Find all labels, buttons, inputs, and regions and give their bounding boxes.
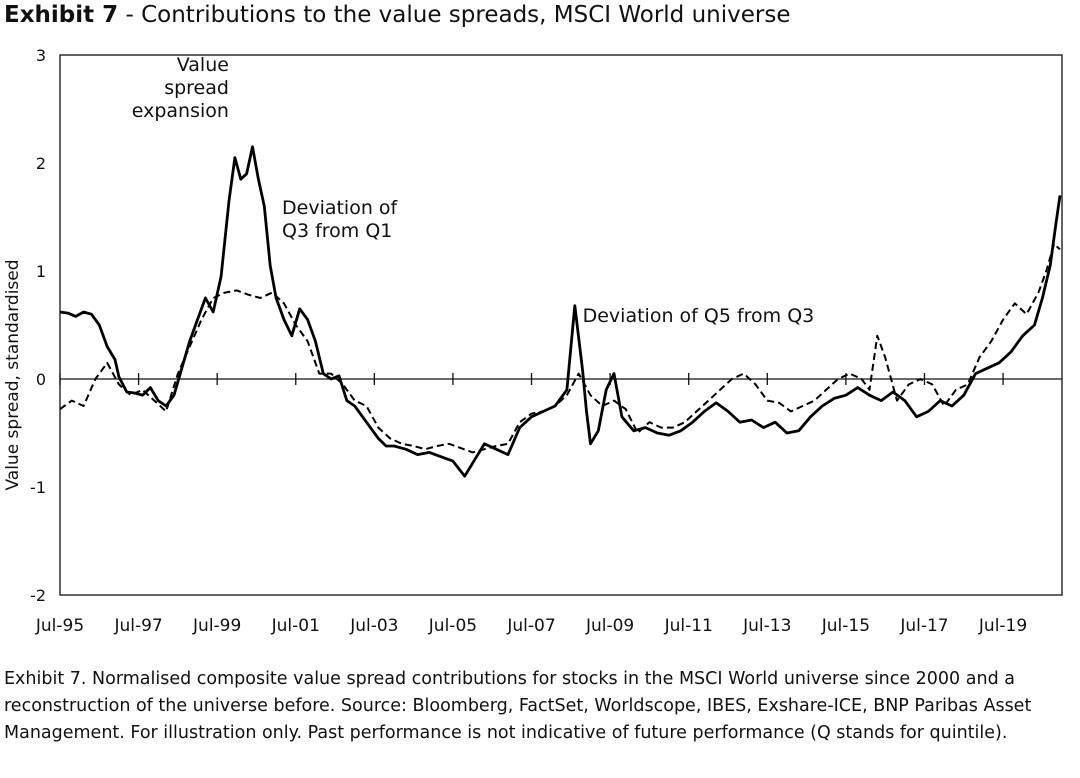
series-line-2: [59, 243, 1061, 454]
x-tick-label: Jul-17: [899, 616, 948, 636]
x-tick-label: Jul-05: [428, 616, 477, 636]
chart-title: Exhibit 7 - Contributions to the value s…: [4, 2, 790, 28]
series-line-1: [59, 145, 1062, 478]
figure-caption: Exhibit 7. Normalised composite value sp…: [4, 669, 1032, 743]
title-rest: - Contributions to the value spreads, MS…: [118, 2, 791, 28]
x-tick-label: Jul-03: [349, 616, 398, 636]
y-axis-ticks: -2 -1 0 1 2 3: [30, 46, 46, 605]
x-tick-label: Jul-11: [664, 616, 713, 636]
y-tick-label: 2: [36, 154, 46, 173]
y-tick-label: -1: [30, 478, 46, 497]
series-layer: [59, 145, 1062, 478]
x-tick-label: Jul-13: [742, 616, 791, 636]
annotation-1: Value spread expansion: [132, 54, 229, 122]
x-tick-label: Jul-95: [35, 616, 84, 636]
plot-frame: [59, 54, 1063, 596]
x-tick-label: Jul-15: [821, 616, 870, 636]
x-tick-label: Jul-09: [585, 616, 634, 636]
x-axis-ticks: Jul-95 Jul-97 Jul-99 Jul-01 Jul-03 Jul-05 Jul-…: [35, 373, 1027, 636]
annotation-3: Deviation of Q5 from Q3: [583, 305, 815, 327]
x-tick-label: Jul-99: [192, 616, 241, 636]
x-tick-label: Jul-07: [506, 616, 555, 636]
title-prefix: Exhibit 7: [4, 2, 119, 28]
x-tick-label: Jul-97: [113, 616, 162, 636]
annotation-layer: Value spread expansion Deviation of Q3 from …: [132, 54, 815, 327]
y-tick-label: 3: [36, 46, 46, 65]
annotation-2: Deviation of Q3 from Q1: [282, 197, 399, 242]
y-axis-label: Value spread, standardised: [3, 259, 23, 490]
y-tick-label: -2: [30, 586, 46, 605]
y-tick-label: 0: [36, 370, 46, 389]
x-tick-label: Jul-19: [978, 616, 1027, 636]
y-tick-label: 1: [36, 262, 46, 281]
x-tick-label: Jul-01: [271, 616, 320, 636]
